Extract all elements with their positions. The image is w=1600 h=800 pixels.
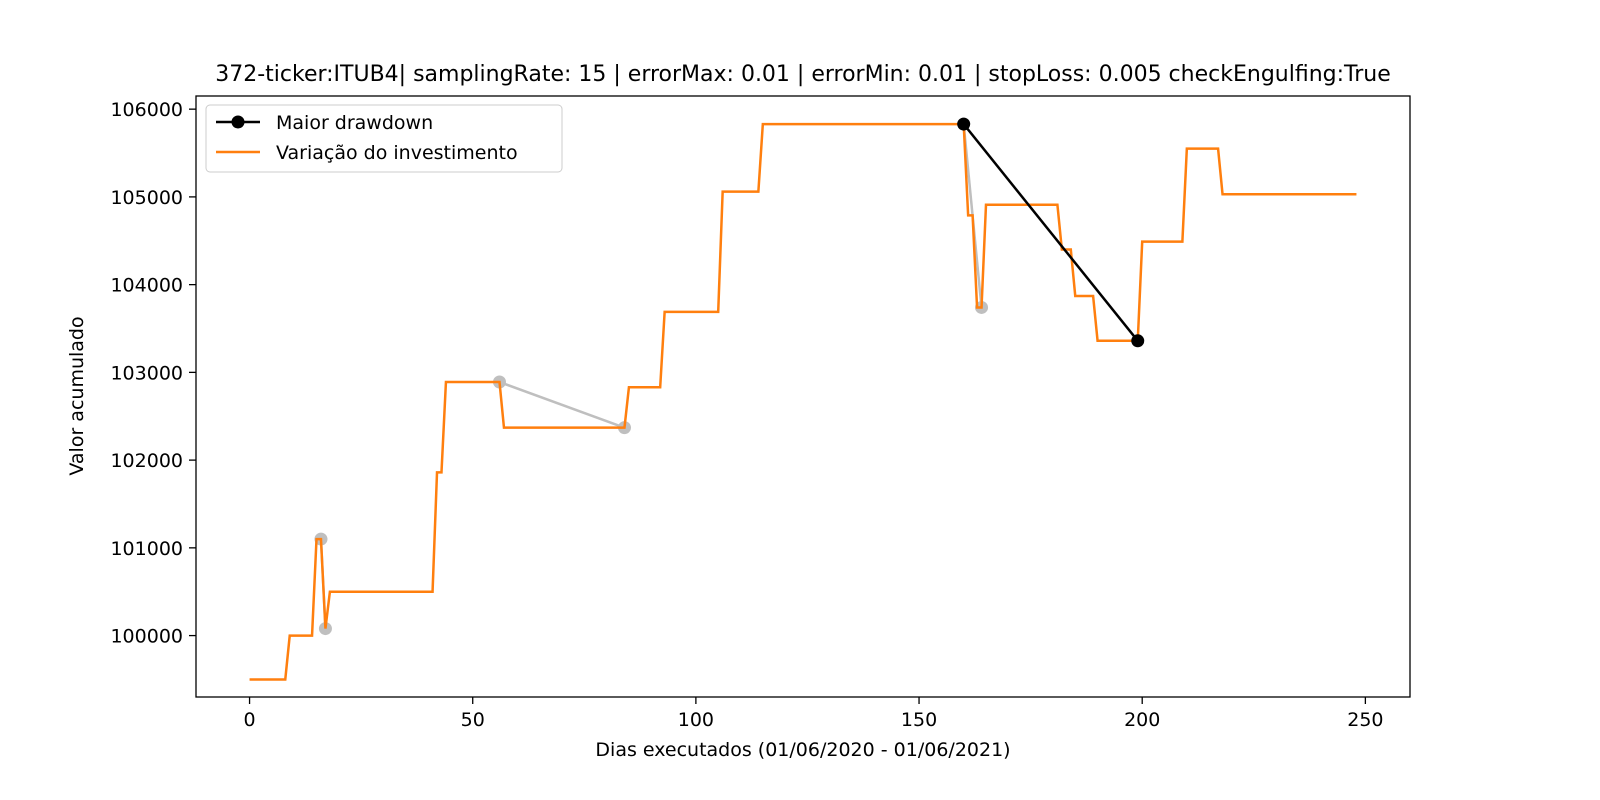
y-tick-label-105000: 105000 xyxy=(110,187,183,209)
max-drawdown-point-1 xyxy=(1131,334,1145,348)
y-tick-label-104000: 104000 xyxy=(110,275,183,297)
legend-box xyxy=(205,104,563,173)
x-tick-label-200: 200 xyxy=(1124,709,1160,731)
legend-label-variacao: Variação do investimento xyxy=(276,142,518,164)
y-tick-label-106000: 106000 xyxy=(110,99,183,121)
drawdowns-layer xyxy=(314,117,989,636)
legend: Maior drawdown Variação do investimento xyxy=(205,104,563,173)
x-tick-label-0: 0 xyxy=(244,709,256,731)
legend-marker-max-drawdown xyxy=(231,115,245,129)
y-tick-label-102000: 102000 xyxy=(110,450,183,472)
legend-label-max-drawdown: Maior drawdown xyxy=(276,112,433,134)
x-axis: 0 50 100 150 200 250 xyxy=(244,697,1384,731)
chart-title: 372-ticker:ITUB4| samplingRate: 15 | err… xyxy=(215,62,1391,87)
y-tick-label-103000: 103000 xyxy=(110,362,183,384)
x-tick-label-150: 150 xyxy=(901,709,937,731)
drawdown-line-1 xyxy=(499,380,625,429)
y-tick-label-101000: 101000 xyxy=(110,538,183,560)
plot-frame xyxy=(195,95,1411,698)
max-drawdown-layer xyxy=(957,117,1145,348)
x-tick-label-100: 100 xyxy=(678,709,714,731)
series-line-0 xyxy=(249,122,1357,681)
series-layer xyxy=(249,122,1357,681)
x-axis-label: Dias executados (01/06/2020 - 01/06/2021… xyxy=(595,739,1010,761)
y-axis: 100000 101000 102000 103000 104000 105000 1060… xyxy=(110,99,196,648)
max-drawdown-line xyxy=(962,123,1139,342)
x-tick-label-250: 250 xyxy=(1347,709,1383,731)
x-tick-label-50: 50 xyxy=(461,709,485,731)
y-tick-label-100000: 100000 xyxy=(110,626,183,648)
max-drawdown-point-0 xyxy=(957,117,971,131)
y-axis-label: Valor acumulado xyxy=(66,316,88,475)
